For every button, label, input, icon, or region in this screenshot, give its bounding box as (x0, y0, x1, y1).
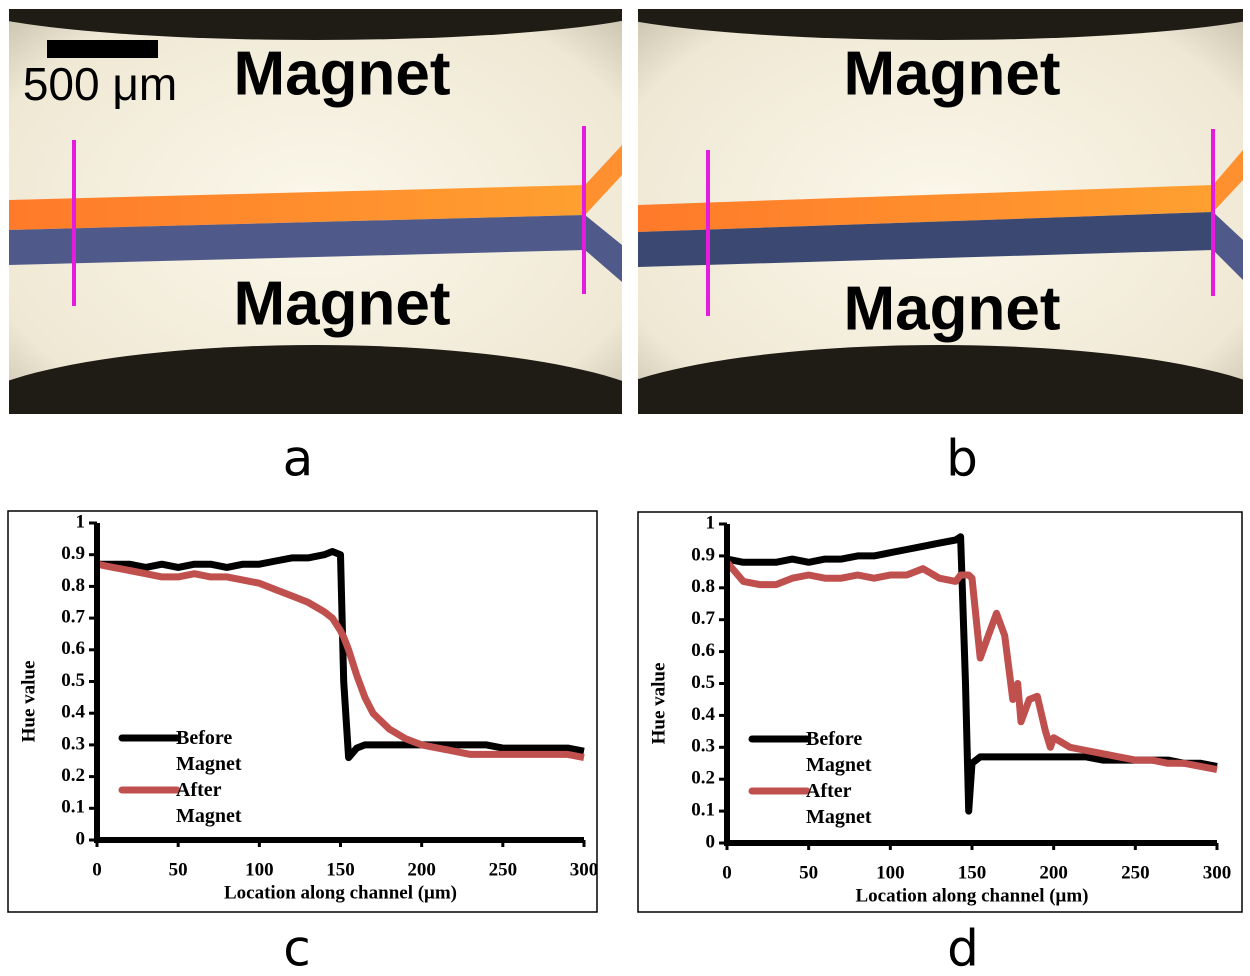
y-tick-label: 1 (706, 512, 716, 533)
y-tick-label: 0.5 (691, 672, 715, 693)
y-tick-label: 0.9 (691, 544, 715, 565)
photo (638, 9, 1243, 414)
legend-entry: After Magnet (806, 780, 872, 828)
photo-label: Magnet (234, 269, 451, 338)
x-tick-label: 200 (407, 859, 436, 880)
y-tick-label: 0 (76, 828, 86, 849)
y-tick-label: 0.4 (61, 702, 85, 723)
legend-label: After Magnet (806, 780, 872, 828)
legend-label: Before Magnet (176, 727, 242, 775)
x-tick-label: 0 (722, 862, 732, 883)
panel-label: a (283, 430, 314, 488)
data-line (96, 560, 585, 762)
y-tick-label: 0.7 (61, 606, 85, 627)
y-tick-label: 0.1 (61, 797, 85, 818)
x-tick-label: 100 (876, 862, 905, 883)
photo-label: Magnet (234, 39, 451, 108)
scale-bar-label: 500 μm (23, 58, 177, 110)
x-tick-label: 250 (1121, 862, 1150, 883)
legend-entry: Before Magnet (176, 727, 242, 775)
legend-entry: After Magnet (176, 779, 242, 827)
y-tick-label: 0.6 (61, 638, 85, 659)
y-tick-label: 0.2 (691, 768, 715, 789)
x-tick-label: 50 (169, 859, 188, 880)
photo (9, 9, 622, 414)
x-tick-label: 150 (326, 859, 355, 880)
y-tick-label: 0.2 (61, 765, 85, 786)
data-line (724, 560, 1218, 774)
y-tick-label: 0.8 (61, 575, 85, 596)
data-line (726, 533, 1218, 815)
y-axis-label: Hue value (648, 663, 669, 745)
legend-label: After Magnet (176, 779, 242, 827)
y-axis-label: Hue value (18, 661, 39, 743)
y-tick-label: 0.5 (61, 670, 85, 691)
y-tick-label: 0.1 (691, 799, 715, 820)
photo-label: Magnet (844, 274, 1061, 343)
legend-entry: Before Magnet (806, 728, 872, 776)
chart-frame (7, 510, 598, 913)
x-tick-label: 0 (92, 859, 102, 880)
x-tick-label: 100 (245, 859, 274, 880)
x-tick-label: 300 (570, 859, 599, 880)
y-tick-label: 1 (76, 511, 86, 532)
x-tick-label: 50 (799, 862, 818, 883)
y-tick-label: 0.9 (61, 543, 85, 564)
y-tick-label: 0.3 (691, 736, 715, 757)
panel-label: b (946, 430, 978, 488)
legend-label: Before Magnet (806, 728, 872, 776)
x-tick-label: 200 (1039, 862, 1068, 883)
panel-label: d (947, 920, 979, 976)
y-tick-label: 0.6 (691, 640, 715, 661)
x-tick-label: 150 (958, 862, 987, 883)
y-tick-label: 0.7 (691, 608, 715, 629)
y-tick-label: 0.4 (691, 704, 715, 725)
x-tick-label: 300 (1203, 862, 1232, 883)
x-tick-label: 250 (489, 859, 518, 880)
x-axis-label: Location along channel (μm) (224, 882, 457, 903)
photo-label: Magnet (844, 39, 1061, 108)
data-line (97, 548, 585, 762)
panel-label: c (283, 920, 311, 976)
y-tick-label: 0.3 (61, 733, 85, 754)
y-tick-label: 0.8 (691, 576, 715, 597)
x-axis-label: Location along channel (μm) (856, 885, 1089, 906)
y-tick-label: 0 (706, 831, 716, 852)
